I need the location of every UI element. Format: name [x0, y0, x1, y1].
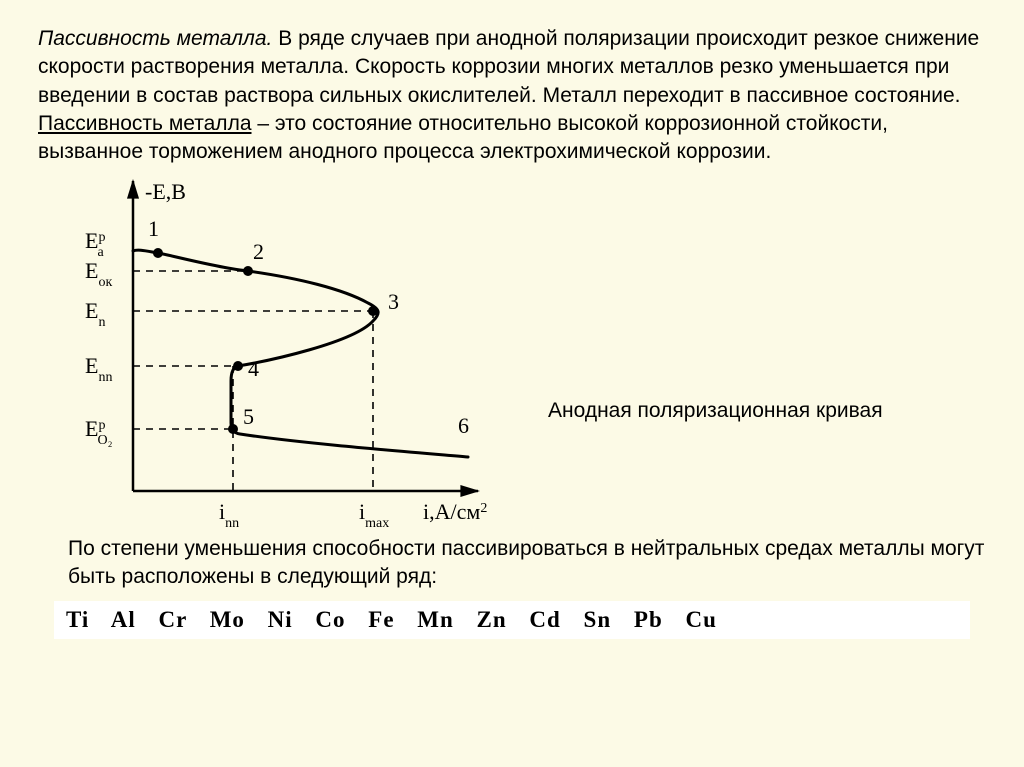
svg-text:imax: imax: [359, 499, 389, 531]
svg-text:-E,B: -E,B: [145, 179, 186, 204]
svg-text:En: En: [85, 298, 105, 330]
svg-text:2: 2: [253, 239, 264, 264]
polarization-chart: -E,B i,A/см2 EpaEок En Enn EpO₂ inn imax 1 2 3 4 5 6: [38, 171, 518, 531]
svg-text:1: 1: [148, 216, 159, 241]
svg-text:4: 4: [248, 356, 259, 381]
svg-text:6: 6: [458, 413, 469, 438]
svg-text:Enn: Enn: [85, 353, 112, 385]
svg-text:i,A/см2: i,A/см2: [423, 499, 487, 524]
chart-caption: Анодная поляризационная кривая: [548, 399, 883, 423]
svg-text:Epa: Epa: [85, 228, 105, 260]
svg-text:inn: inn: [219, 499, 239, 531]
svg-text:5: 5: [243, 404, 254, 429]
svg-text:3: 3: [388, 289, 399, 314]
series-intro-text: По степени уменьшения способности пассив…: [68, 535, 986, 592]
intro-paragraph: Пассивность металла. В ряде случаев при …: [38, 25, 986, 167]
metal-series: Ti Al Cr Mo Ni Co Fe Mn Zn Cd Sn Pb Cu: [54, 601, 970, 639]
svg-text:Eок: Eок: [85, 258, 112, 290]
svg-text:EpO₂: EpO₂: [85, 416, 113, 448]
term-underline: Пассивность металла: [38, 112, 252, 135]
heading-italic: Пассивность металла.: [38, 27, 272, 50]
